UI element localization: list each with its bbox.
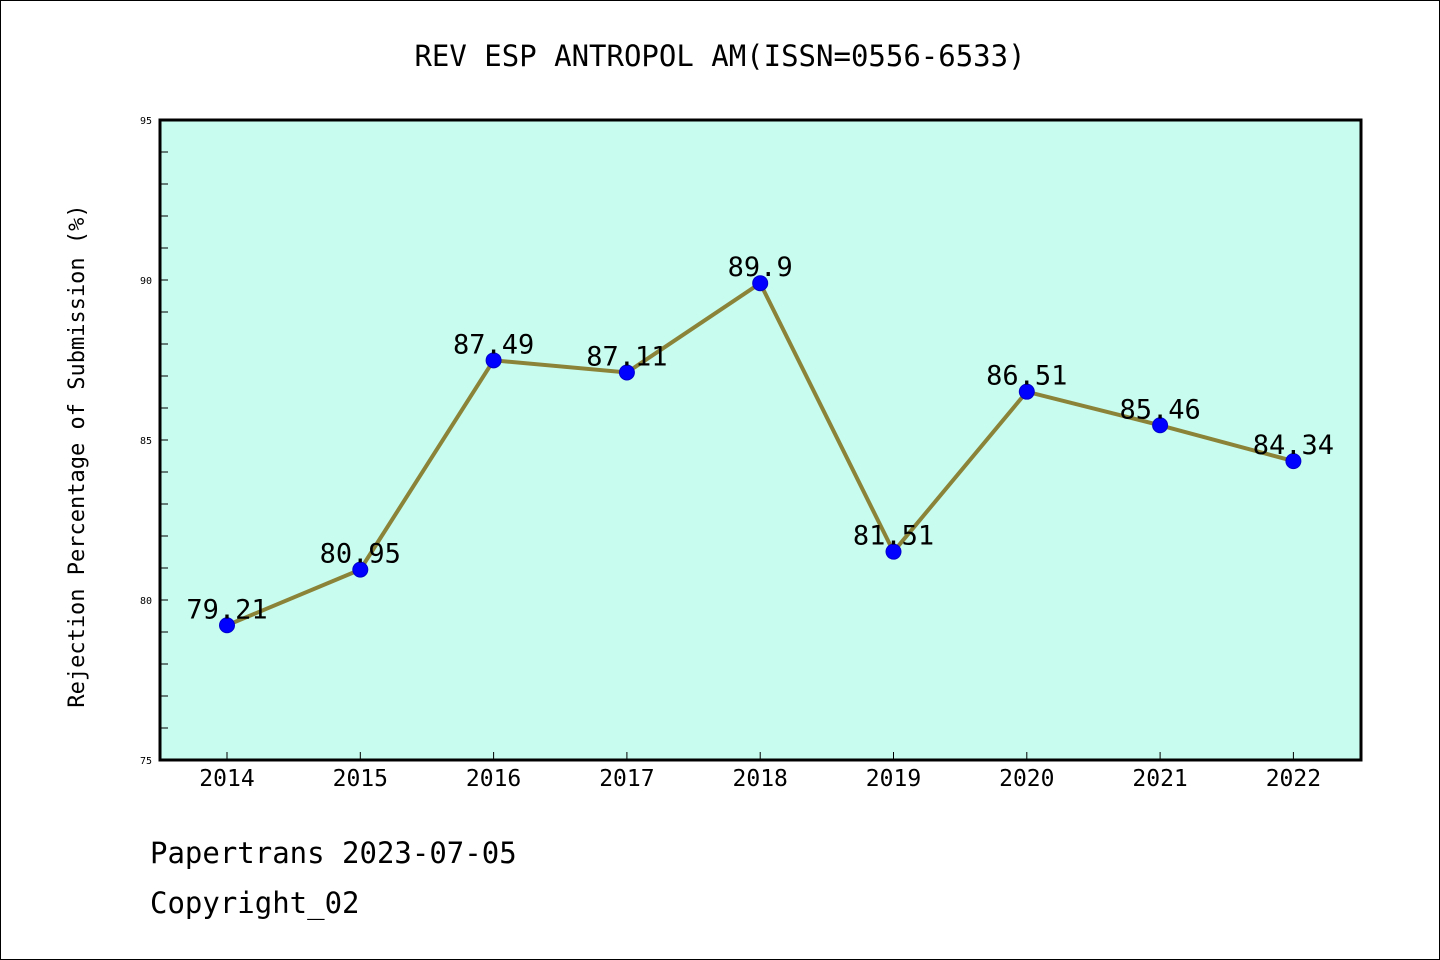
data-point	[219, 617, 235, 634]
chart-title: REV ESP ANTROPOL AM(ISSN=0556-6533)	[414, 39, 1025, 73]
data-label: 87.49	[453, 329, 534, 360]
data-label: 87.11	[586, 341, 667, 372]
x-tick-label: 2020	[999, 766, 1054, 792]
data-label: 81.51	[853, 521, 934, 552]
plot-area	[158, 118, 1363, 762]
data-point	[1018, 383, 1035, 400]
data-point	[1152, 417, 1169, 434]
data-point	[1285, 453, 1302, 470]
data-label: 84.34	[1253, 430, 1334, 461]
x-tick-label: 2017	[599, 766, 654, 792]
y-tick-label: 75	[140, 756, 152, 767]
data-point	[885, 543, 902, 560]
data-label: 80.95	[320, 539, 401, 570]
x-tick-label: 2021	[1132, 766, 1187, 792]
x-tick-label: 2016	[466, 766, 521, 792]
data-label: 79.21	[186, 594, 267, 625]
data-label: 86.51	[986, 361, 1067, 392]
x-tick-label: 2014	[199, 766, 254, 792]
x-tick-label: 2018	[733, 766, 788, 792]
data-label: 85.46	[1119, 394, 1200, 425]
x-tick-label: 2022	[1266, 766, 1321, 792]
data-point	[618, 364, 635, 381]
footer-date: Papertrans 2023-07-05	[150, 836, 517, 870]
data-label: 89.9	[728, 252, 793, 283]
y-tick-label: 80	[140, 596, 152, 607]
y-tick-label: 95	[140, 116, 152, 127]
data-point	[752, 275, 769, 292]
y-tick-label: 85	[140, 436, 152, 447]
y-axis-label: Rejection Percentage of Submission (%)	[65, 204, 90, 707]
x-tick-label: 2019	[866, 766, 921, 792]
x-tick-label: 2015	[333, 766, 388, 792]
data-point	[485, 352, 502, 369]
y-tick-label: 90	[140, 276, 152, 287]
data-point	[352, 561, 369, 578]
footer-copyright: Copyright_02	[150, 886, 360, 920]
